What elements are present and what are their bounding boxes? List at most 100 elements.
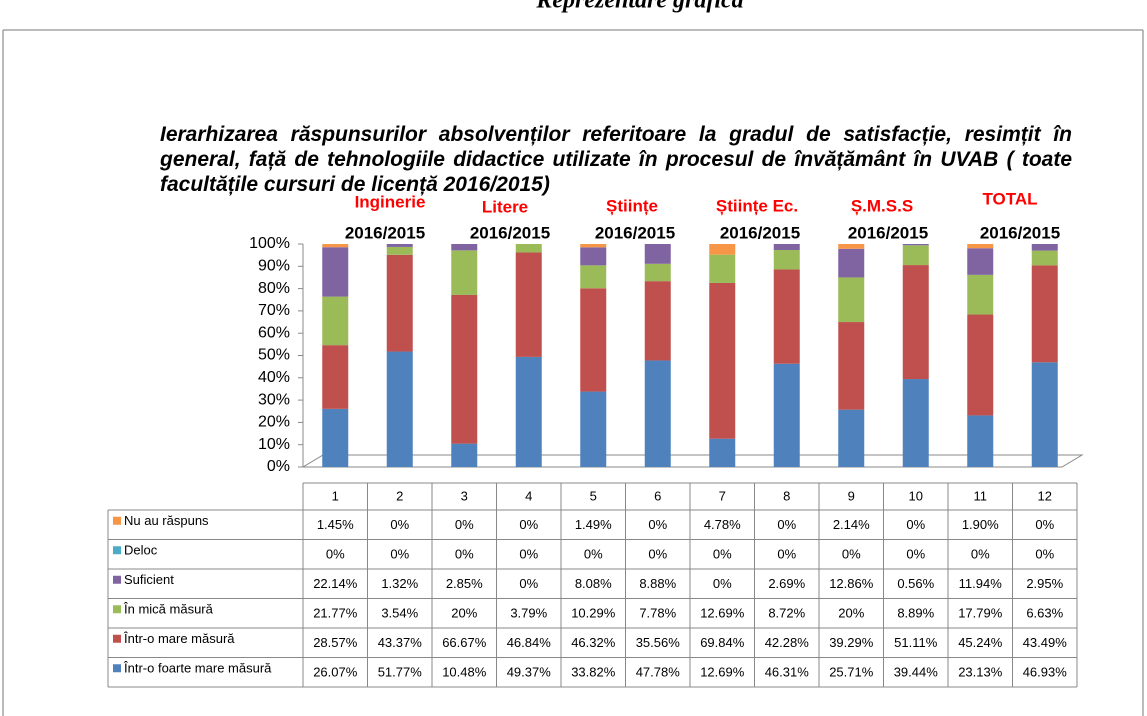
group-year: 2016/2015 — [848, 223, 928, 242]
bar-segment — [902, 244, 929, 246]
data-label: 46.32% — [571, 635, 616, 650]
bar-segment — [967, 244, 994, 249]
data-label: 0% — [390, 547, 409, 562]
data-label: 11.94% — [959, 576, 1003, 591]
data-label: 6.63% — [1026, 606, 1063, 621]
x-tick-label: 7 — [719, 488, 726, 503]
group-year: 2016/2015 — [980, 223, 1060, 242]
bar-segment — [322, 244, 349, 248]
data-label: 22.14% — [313, 576, 358, 591]
data-label: 12.69% — [700, 665, 745, 680]
y-tick-label: 100% — [249, 235, 290, 252]
bar-segment — [322, 345, 349, 409]
data-label: 35.56% — [636, 635, 681, 650]
data-label: 28.57% — [313, 635, 358, 650]
legend-label: Deloc — [124, 543, 158, 558]
y-tick-label: 0% — [267, 458, 290, 475]
group-year: 2016/2015 — [470, 223, 550, 242]
group-label: Inginerie — [355, 192, 426, 211]
bar-segment — [322, 247, 349, 297]
data-label: 0% — [648, 547, 667, 562]
group-year: 2016/2015 — [595, 223, 675, 242]
x-tick-label: 6 — [654, 488, 661, 503]
data-label: 45.24% — [958, 635, 1003, 650]
bar-segment — [451, 294, 478, 444]
bar-segment — [709, 282, 736, 439]
bar-segment — [386, 244, 413, 247]
bar-segment — [580, 265, 607, 289]
y-tick-label: 20% — [258, 414, 290, 431]
bar-segment — [838, 277, 865, 323]
data-label: 12.69% — [700, 606, 745, 621]
data-label: 47.78% — [636, 665, 681, 680]
bar-segment — [515, 252, 542, 357]
group-label: Litere — [482, 197, 528, 216]
data-label: 3.79% — [510, 606, 547, 621]
legend-swatch — [113, 575, 121, 584]
data-label: 0% — [713, 576, 732, 591]
data-label: 25.71% — [829, 665, 874, 680]
data-label: 43.49% — [1023, 635, 1068, 650]
bar-segment — [967, 248, 994, 275]
data-label: 2.95% — [1026, 576, 1063, 591]
header: Reprezentare grafică — [535, 0, 743, 14]
legend-swatch — [113, 634, 121, 643]
y-tick-label: 70% — [258, 302, 290, 319]
data-label: 0% — [519, 517, 538, 532]
data-label: 0% — [390, 517, 409, 532]
data-label: 0.56% — [897, 576, 934, 591]
data-label: 42.28% — [765, 635, 810, 650]
bar-segment — [1031, 265, 1058, 363]
bar-segment — [580, 391, 607, 467]
data-label: 0% — [519, 576, 538, 591]
legend-swatch — [113, 546, 121, 555]
bar-segment — [386, 246, 413, 255]
data-label: 21.77% — [313, 606, 358, 621]
bar-segment — [838, 244, 865, 249]
data-label: 43.37% — [378, 635, 423, 650]
bar-segment — [644, 263, 671, 282]
data-label: 1.90% — [962, 517, 999, 532]
bar-segment — [580, 244, 607, 248]
data-label: 46.93% — [1023, 665, 1068, 680]
bar-segment — [451, 250, 478, 295]
data-label: 7.78% — [639, 606, 676, 621]
bar-segment — [902, 245, 929, 266]
data-label: 17.79% — [958, 606, 1003, 621]
data-label: 1.45% — [317, 517, 354, 532]
floor — [301, 454, 1084, 468]
data-label: 46.31% — [765, 665, 810, 680]
bar-segment — [386, 351, 413, 467]
data-label: 0% — [1035, 547, 1054, 562]
group-label: Științe Ec. — [716, 196, 798, 215]
data-label: 10.29% — [571, 606, 616, 621]
y-tick-label: 80% — [258, 280, 290, 297]
bar-segment — [773, 363, 800, 467]
bar-segment — [1031, 250, 1058, 266]
data-label: 33.82% — [571, 665, 616, 680]
data-label: 49.37% — [507, 665, 552, 680]
data-label: 20% — [451, 606, 477, 621]
chart-title: Ierarhizarea răspunsurilor absolvenților… — [160, 123, 1072, 196]
data-label: 10.48% — [442, 665, 487, 680]
x-tick-label: 12 — [1038, 488, 1052, 503]
bar-segment — [838, 409, 865, 467]
data-label: 0% — [777, 547, 796, 562]
data-label: 2.14% — [833, 517, 870, 532]
y-tick-label: 10% — [258, 436, 290, 453]
bar-segment — [967, 415, 994, 467]
bar-segment — [902, 265, 929, 380]
group-label: Ș.M.S.S — [851, 196, 913, 215]
bar-segment — [838, 248, 865, 278]
x-tick-label: 10 — [909, 488, 923, 503]
data-label: 1.32% — [381, 576, 418, 591]
bar-segment — [386, 254, 413, 352]
data-label: 0% — [584, 547, 603, 562]
data-label: 8.72% — [768, 606, 805, 621]
legend-label: Într-o foarte mare măsură — [123, 661, 272, 676]
data-label: 66.67% — [442, 635, 487, 650]
data-label: 2.69% — [768, 576, 805, 591]
data-label: 8.08% — [575, 576, 612, 591]
x-tick-label: 2 — [396, 488, 403, 503]
bar-segment — [322, 408, 349, 467]
